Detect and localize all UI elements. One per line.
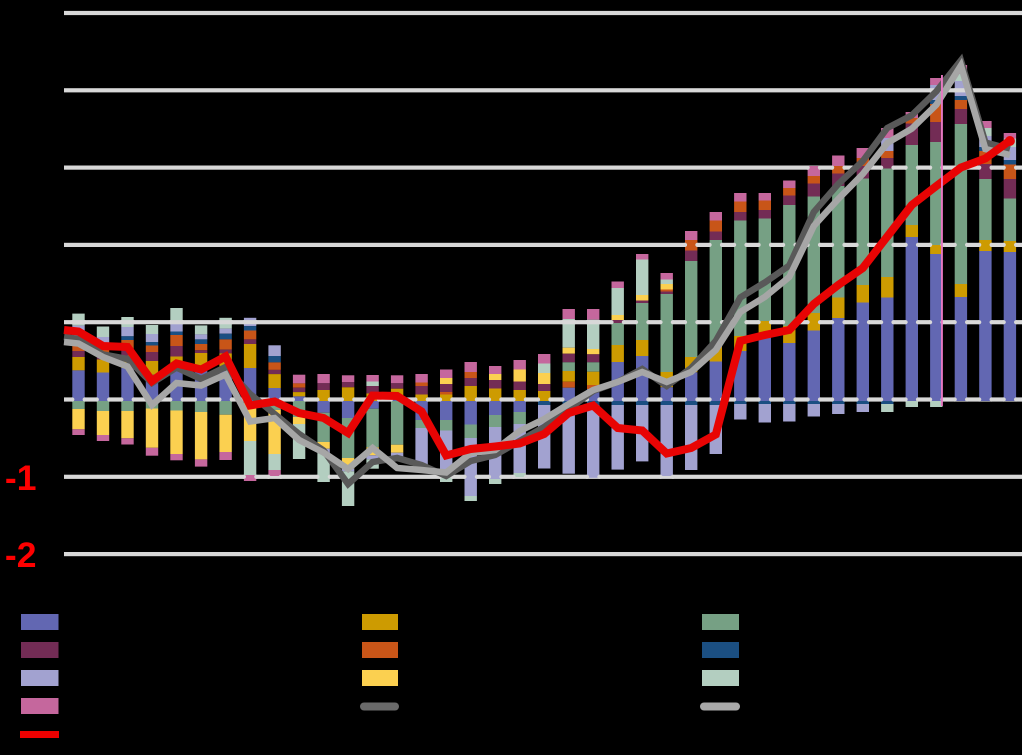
svg-text:-2: -2 bbox=[5, 535, 37, 575]
svg-text:-1: -1 bbox=[5, 458, 37, 498]
